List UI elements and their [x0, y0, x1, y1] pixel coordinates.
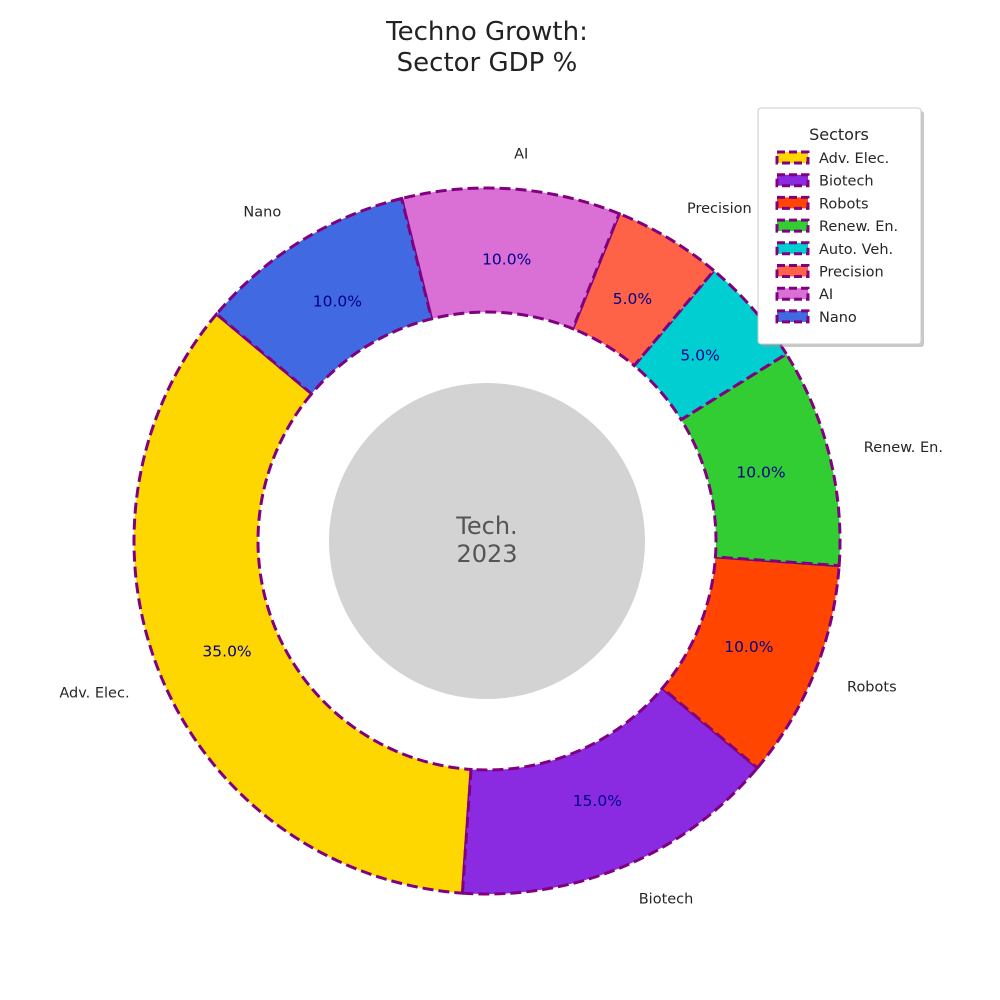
center-label-line-1: Tech. [455, 512, 517, 540]
legend-title: Sectors [809, 125, 869, 144]
slice-biotech [460, 686, 760, 896]
legend-label-biotech: Biotech [819, 174, 874, 190]
center-label-line-2: 2023 [456, 540, 517, 568]
pct-label-biotech: 15.0% [573, 792, 622, 810]
legend-swatch-robots [775, 195, 810, 210]
legend-items: Adv. Elec. Biotech Robots Renew. En. Auto. V… [775, 150, 898, 326]
slice-ai [399, 186, 622, 331]
category-label-precision: Precision [687, 201, 752, 217]
category-label-nano: Nano [243, 205, 281, 221]
pct-label-auto-veh: 5.0% [680, 347, 719, 365]
legend-label-auto-veh: Auto. Veh. [819, 242, 893, 258]
category-labels: Adv. Elec. Biotech Robots Renew. En. Precisi… [59, 147, 943, 908]
legend-swatch-ai [775, 286, 810, 301]
chart-title-line-1: Techno Growth: [385, 17, 588, 47]
legend-box [757, 107, 922, 345]
chart-title-line-2: Sector GDP % [397, 48, 578, 78]
legend: Sectors Adv. Elec. Biotech Robots Renew. En… [757, 107, 924, 347]
slice-adv-elec [132, 311, 473, 895]
pie-slices [132, 186, 842, 896]
legend-swatch-nano [775, 309, 810, 324]
legend-label-renew-en: Renew. En. [819, 219, 898, 235]
legend-swatch-biotech [775, 173, 810, 188]
slice-robots [660, 555, 841, 771]
legend-swatch-renew-en [775, 218, 810, 233]
legend-label-precision: Precision [819, 265, 884, 281]
slice-renew-en [679, 351, 842, 568]
legend-swatch-precision [775, 264, 810, 278]
category-label-adv-elec: Adv. Elec. [59, 686, 129, 702]
legend-label-adv-elec: Adv. Elec. [819, 151, 889, 167]
slice-precision [570, 211, 717, 368]
pct-label-adv-elec: 35.0% [202, 642, 251, 660]
percent-labels: 35.0% 15.0% 10.0% 10.0% 5.0% 5.0% 10.0% 10.0% [202, 250, 785, 810]
legend-swatch-auto-veh [775, 241, 810, 256]
category-label-ai: AI [514, 147, 528, 163]
pct-label-precision: 5.0% [613, 290, 652, 308]
legend-label-robots: Robots [819, 196, 869, 212]
pct-label-ai: 10.0% [482, 250, 531, 268]
pct-label-renew-en: 10.0% [736, 464, 785, 482]
pct-label-nano: 10.0% [313, 293, 362, 311]
center-circle [329, 383, 645, 699]
legend-label-ai: AI [819, 287, 833, 303]
slice-nano [214, 196, 434, 396]
category-label-robots: Robots [847, 679, 897, 695]
legend-label-nano: Nano [819, 310, 857, 326]
pct-label-robots: 10.0% [724, 638, 773, 656]
legend-swatch-adv-elec [775, 150, 810, 165]
category-label-biotech: Biotech [639, 891, 694, 907]
category-label-renew-en: Renew. En. [864, 440, 943, 456]
